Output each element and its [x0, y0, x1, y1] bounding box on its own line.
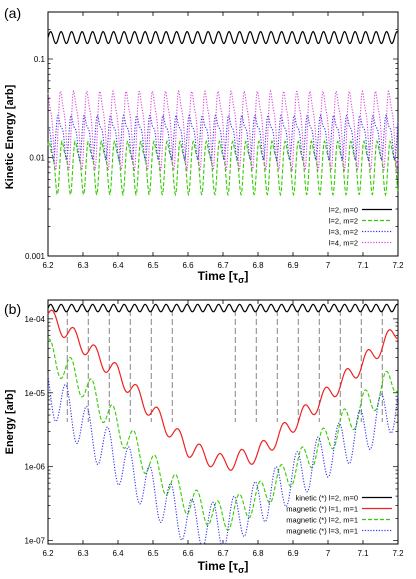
x-tick-label: 6.4: [112, 261, 124, 270]
x-tick-label: 6.9: [287, 261, 299, 270]
y-tick-label: 0.01: [29, 153, 45, 162]
panel-label-b: (b): [4, 301, 21, 317]
x-tick-label: 7: [326, 261, 331, 270]
axes-a: 6.2 6.3 6.4 6.5 6.6 6.7 6.8 6.9 7 7.1 7.2 0.001 0.01…: [25, 11, 404, 270]
x-tick-label: 6.8: [252, 549, 264, 558]
y-axis-label-a: Kinetic Energy [arb]: [4, 84, 16, 189]
y-tick-label: 1e-07: [25, 537, 46, 546]
series-line: [47, 140, 399, 197]
x-axis-label-symbol-b: τ: [233, 559, 239, 573]
y-tick-label: 0.001: [25, 252, 46, 261]
series-a: [47, 31, 399, 197]
x-tick-label: 7.2: [392, 261, 404, 270]
series-line: [47, 309, 399, 471]
x-tick-label: 6.5: [147, 549, 159, 558]
x-tick-label: 6.2: [42, 549, 54, 558]
x-tick-label: 6.8: [252, 261, 264, 270]
panel-label-a: (a): [4, 5, 21, 21]
x-tick-label: 6.3: [77, 549, 89, 558]
x-tick-label: 6.5: [147, 261, 159, 270]
legend-label: kinetic (*) l=2, m=0: [295, 494, 358, 503]
x-tick-label: 7: [326, 549, 331, 558]
panel-b: 6.2 6.3 6.4 6.5 6.6 6.7 6.8 6.9 7 7.1 7.2 1e-07 1e-0…: [4, 299, 404, 575]
x-tick-label: 7.2: [392, 549, 404, 558]
x-tick-label: 6.4: [112, 549, 124, 558]
series-b: [47, 303, 399, 545]
y-tick-label: 1e-05: [25, 389, 46, 398]
series-line: [47, 375, 399, 545]
legend-label: l=2, m=0: [329, 206, 358, 215]
y-tick-label: 1e-06: [25, 463, 46, 472]
y-tick-label: 1e-04: [25, 315, 46, 324]
series-line: [47, 31, 399, 45]
x-axis-label-text-b: Time: [198, 559, 226, 573]
x-tick-label: 6.7: [217, 261, 229, 270]
panel-a: 6.2 6.3 6.4 6.5 6.6 6.7 6.8 6.9 7 7.1 7.2 0.001 0.01…: [4, 5, 404, 285]
x-tick-label: 7.1: [357, 261, 369, 270]
x-tick-label: 6.2: [42, 261, 54, 270]
legend-label: l=3, m=2: [329, 228, 358, 237]
legend-label: magnetic (*) l=3, m=1: [286, 527, 358, 536]
x-axis-label-b: Time [τσ]: [198, 559, 249, 575]
y-tick-label: 0.1: [34, 55, 46, 64]
series-line: [47, 303, 399, 313]
legend-a: l=2, m=0 l=2, m=2 l=3, m=2 l=4, m=2: [329, 206, 392, 248]
x-axis-label-subscript-a: σ: [238, 275, 244, 285]
legend-label: l=4, m=2: [329, 239, 358, 248]
x-tick-label: 6.6: [182, 261, 194, 270]
vertical-markers-b: [66, 310, 383, 422]
x-tick-label: 6.6: [182, 549, 194, 558]
legend-b: kinetic (*) l=2, m=0 magnetic (*) l=1, m=…: [286, 494, 392, 536]
legend-label: magnetic (*) l=1, m=1: [286, 505, 358, 514]
x-tick-label: 6.3: [77, 261, 89, 270]
x-axis-label-text-a: Time: [198, 269, 226, 283]
legend-label: l=2, m=2: [329, 217, 358, 226]
series-line: [47, 338, 399, 531]
y-axis-label-b: Energy [arb]: [4, 389, 16, 454]
x-axis-label-subscript-b: σ: [238, 565, 244, 575]
x-tick-label: 6.7: [217, 549, 229, 558]
x-tick-label: 7.1: [357, 549, 369, 558]
x-axis-label-symbol-a: τ: [233, 269, 239, 283]
legend-label: magnetic (*) l=2, m=1: [286, 516, 358, 525]
x-tick-label: 6.9: [287, 549, 299, 558]
x-axis-label-a: Time [τσ]: [198, 269, 249, 285]
axes-b: 6.2 6.3 6.4 6.5 6.6 6.7 6.8 6.9 7 7.1 7.2 1e-07 1e-0…: [25, 300, 404, 558]
